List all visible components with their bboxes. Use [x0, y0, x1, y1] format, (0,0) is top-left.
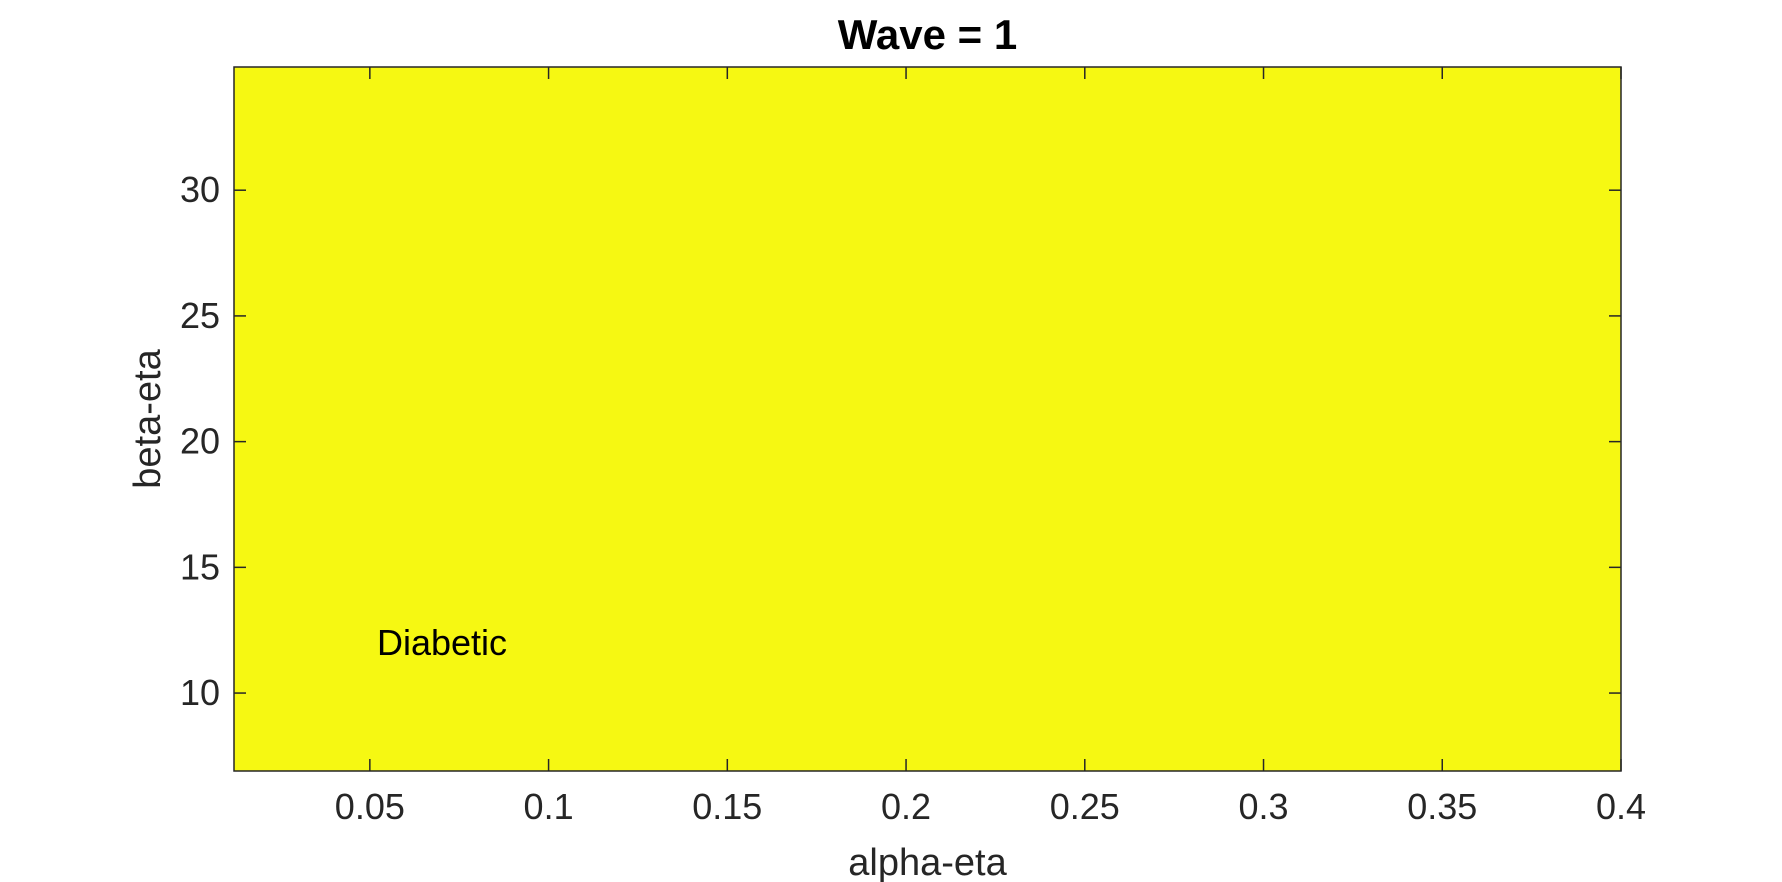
x-tick-label: 0.35	[1407, 786, 1477, 827]
y-tick-label: 15	[180, 546, 220, 587]
y-axis-label: beta-eta	[127, 348, 169, 488]
ticks-layer: 0.05 0.1 0.15 0.2 0.25 0.3 0.35 0.4 10 15 20 25 30	[180, 67, 1646, 827]
x-tick-label: 0.2	[881, 786, 931, 827]
x-tick-label: 0.25	[1050, 786, 1120, 827]
x-tick-label: 0.4	[1596, 786, 1646, 827]
labels-layer: Diabetic	[377, 622, 507, 663]
chart-title: Wave = 1	[838, 11, 1017, 58]
y-tick-label: 10	[180, 672, 220, 713]
region-fill	[234, 67, 1621, 771]
regions-layer	[234, 67, 1621, 771]
x-tick-label: 0.3	[1239, 786, 1289, 827]
x-axis-label: alpha-eta	[848, 842, 1007, 882]
y-tick-label: 20	[180, 421, 220, 462]
x-tick-label: 0.05	[335, 786, 405, 827]
y-tick-label: 30	[180, 169, 220, 210]
region-label: Diabetic	[377, 622, 507, 663]
x-tick-label: 0.1	[524, 786, 574, 827]
x-tick-label: 0.15	[692, 786, 762, 827]
y-tick-label: 25	[180, 295, 220, 336]
plot-area-frame	[233, 66, 1622, 772]
